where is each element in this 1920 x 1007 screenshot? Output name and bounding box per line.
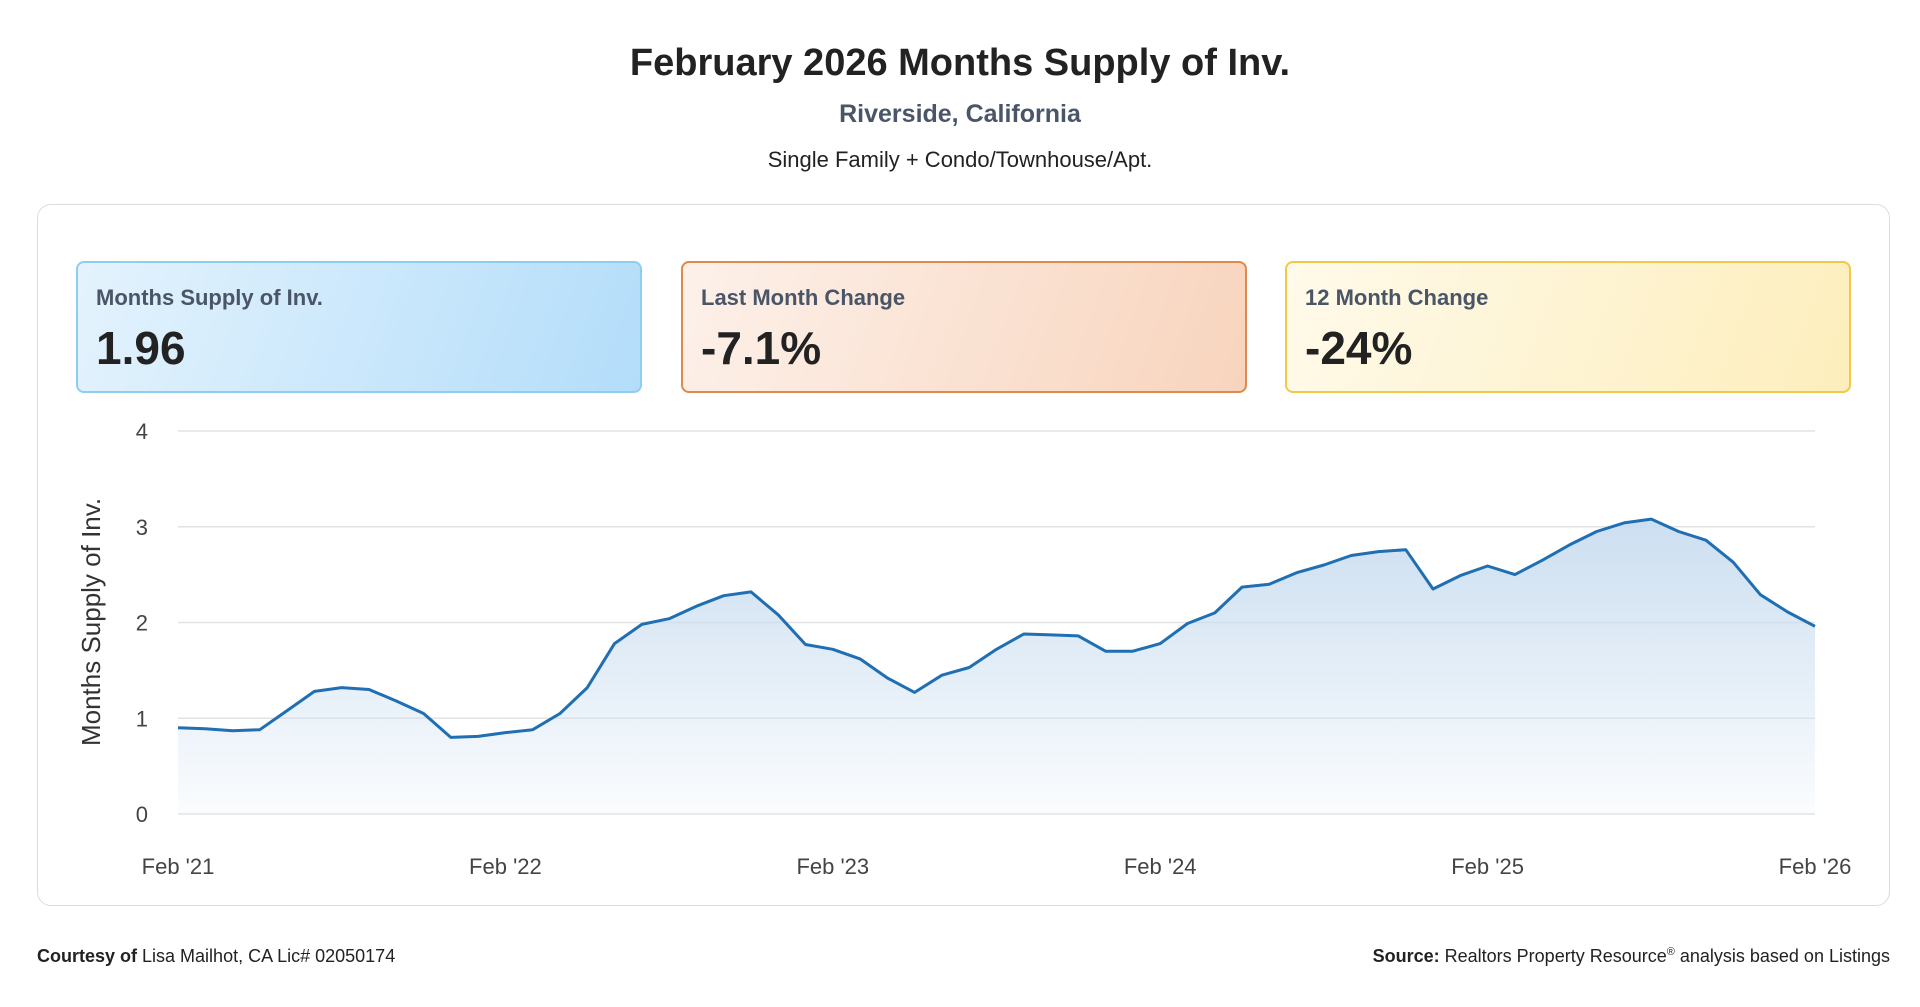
area-fill — [178, 519, 1815, 814]
last-month-change-card: Last Month Change -7.1% — [681, 261, 1247, 393]
x-tick-label: Feb '25 — [1451, 854, 1524, 879]
registered-mark: ® — [1666, 946, 1675, 958]
courtesy-footer: Courtesy of Lisa Mailhot, CA Lic# 020501… — [37, 946, 395, 967]
y-tick-label: 2 — [136, 611, 148, 636]
card-label: Months Supply of Inv. — [96, 285, 323, 310]
x-tick-label: Feb '23 — [796, 854, 869, 879]
property-type-description: Single Family + Condo/Townhouse/Apt. — [767, 147, 1153, 172]
source-footer: Source: Realtors Property Resource® anal… — [1373, 946, 1890, 967]
location-subtitle: Riverside, California — [839, 100, 1081, 128]
x-tick-label: Feb '21 — [142, 854, 215, 879]
card-label: Last Month Change — [701, 285, 906, 310]
y-axis-label: Months Supply of Inv. — [76, 498, 106, 746]
series-line — [177, 517, 1816, 739]
courtesy-text: Lisa Mailhot, CA Lic# 02050174 — [142, 946, 396, 966]
y-tick-label: 4 — [136, 419, 148, 444]
y-tick-label: 0 — [136, 802, 148, 827]
card-value: -7.1% — [701, 322, 822, 374]
current-value-card: Months Supply of Inv. 1.96 — [76, 261, 642, 393]
courtesy-label: Courtesy of — [37, 946, 138, 966]
x-tick-label: Feb '22 — [469, 854, 542, 879]
x-axis-ticks: Feb '21 Feb '22 Feb '23 Feb '24 Feb '25 Feb '… — [142, 854, 1852, 879]
chart-panel: Months Supply of Inv. 1.96 Last Month Ch… — [37, 204, 1890, 906]
source-text: Realtors Property Resource — [1444, 946, 1667, 966]
source-text-continued: analysis based on Listings — [1679, 946, 1890, 966]
page-title: February 2026 Months Supply of Inv. — [629, 42, 1291, 84]
card-value: -24% — [1305, 322, 1413, 374]
twelve-month-change-card: 12 Month Change -24% — [1285, 261, 1851, 393]
card-label: 12 Month Change — [1305, 285, 1489, 310]
source-label: Source: — [1372, 946, 1440, 966]
y-tick-label: 3 — [136, 515, 148, 540]
y-axis-ticks: 0 1 2 3 4 — [136, 419, 148, 827]
y-tick-label: 1 — [136, 706, 148, 731]
x-tick-label: Feb '24 — [1124, 854, 1197, 879]
x-tick-label: Feb '26 — [1779, 854, 1852, 879]
card-value: 1.96 — [96, 322, 186, 374]
